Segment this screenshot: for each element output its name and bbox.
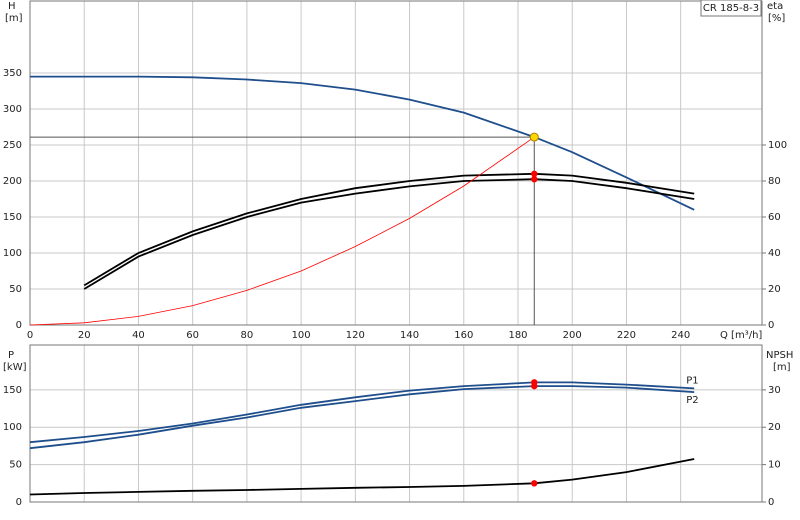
y2-tick-label: 100: [768, 140, 787, 151]
y2-tick-label: 0: [768, 320, 774, 331]
model-box: [700, 0, 762, 17]
y-axis-unit: [m]: [5, 13, 23, 24]
duty-point: [531, 170, 538, 177]
x-tick-label: 140: [400, 330, 419, 341]
series-label: P1: [686, 375, 698, 386]
y-tick-label: 200: [3, 176, 22, 187]
x-tick-label: 240: [671, 330, 690, 341]
y-tick-label: 0: [16, 497, 22, 508]
duty-point: [531, 480, 538, 487]
x-axis-label: Q [m³/h]: [720, 330, 762, 341]
y2-axis-unit: [m]: [773, 362, 791, 373]
y-tick-label: 100: [3, 422, 22, 433]
y2-tick-label: 60: [768, 212, 781, 223]
x-tick-label: 60: [186, 330, 199, 341]
y-tick-label: 150: [3, 385, 22, 396]
x-tick-label: 20: [78, 330, 91, 341]
x-tick-label: 40: [132, 330, 145, 341]
y2-axis-label: NPSH: [766, 350, 793, 361]
x-tick-label: 0: [27, 330, 33, 341]
x-tick-label: 160: [454, 330, 473, 341]
x-tick-label: 100: [292, 330, 311, 341]
duty-point: [531, 382, 538, 390]
x-tick-label: 220: [617, 330, 636, 341]
operating-point: [529, 132, 539, 142]
y-tick-label: 0: [16, 320, 22, 331]
duty-point: [531, 176, 538, 183]
y2-tick-label: 80: [768, 176, 781, 187]
y-tick-label: 50: [9, 284, 22, 295]
y2-axis-label: eta: [767, 1, 783, 12]
y-axis-label: P: [8, 350, 14, 361]
series-line: [29, 385, 695, 450]
bottom-plot-frame: [29, 344, 763, 503]
series-line: [29, 136, 535, 326]
series-line: [29, 381, 695, 444]
y-tick-label: 150: [3, 212, 22, 223]
y-tick-label: 250: [3, 140, 22, 151]
y2-tick-label: 10: [768, 460, 781, 471]
x-tick-label: 120: [346, 330, 365, 341]
y-tick-label: 50: [9, 460, 22, 471]
series-line: [83, 178, 695, 290]
y2-axis-unit: [%]: [768, 13, 785, 24]
series-line: [83, 172, 695, 287]
y-tick-label: 300: [3, 104, 22, 115]
top-plot-frame: [29, 0, 763, 326]
x-tick-label: 80: [241, 330, 254, 341]
y2-tick-label: 40: [768, 248, 781, 259]
y-tick-label: 350: [3, 68, 22, 79]
y-tick-label: 100: [3, 248, 22, 259]
x-tick-label: 180: [508, 330, 527, 341]
series-line: [30, 75, 695, 211]
y-axis-unit: [kW]: [3, 362, 27, 373]
y-axis-label: H: [8, 1, 16, 12]
y2-tick-label: 20: [768, 422, 781, 433]
model-label: CR 185-8-3: [703, 3, 759, 14]
x-tick-label: 200: [563, 330, 582, 341]
series-label: P2: [686, 395, 698, 406]
y2-tick-label: 0: [768, 497, 774, 508]
series-line: [29, 458, 695, 496]
y2-tick-label: 20: [768, 284, 781, 295]
y2-tick-label: 30: [768, 385, 781, 396]
